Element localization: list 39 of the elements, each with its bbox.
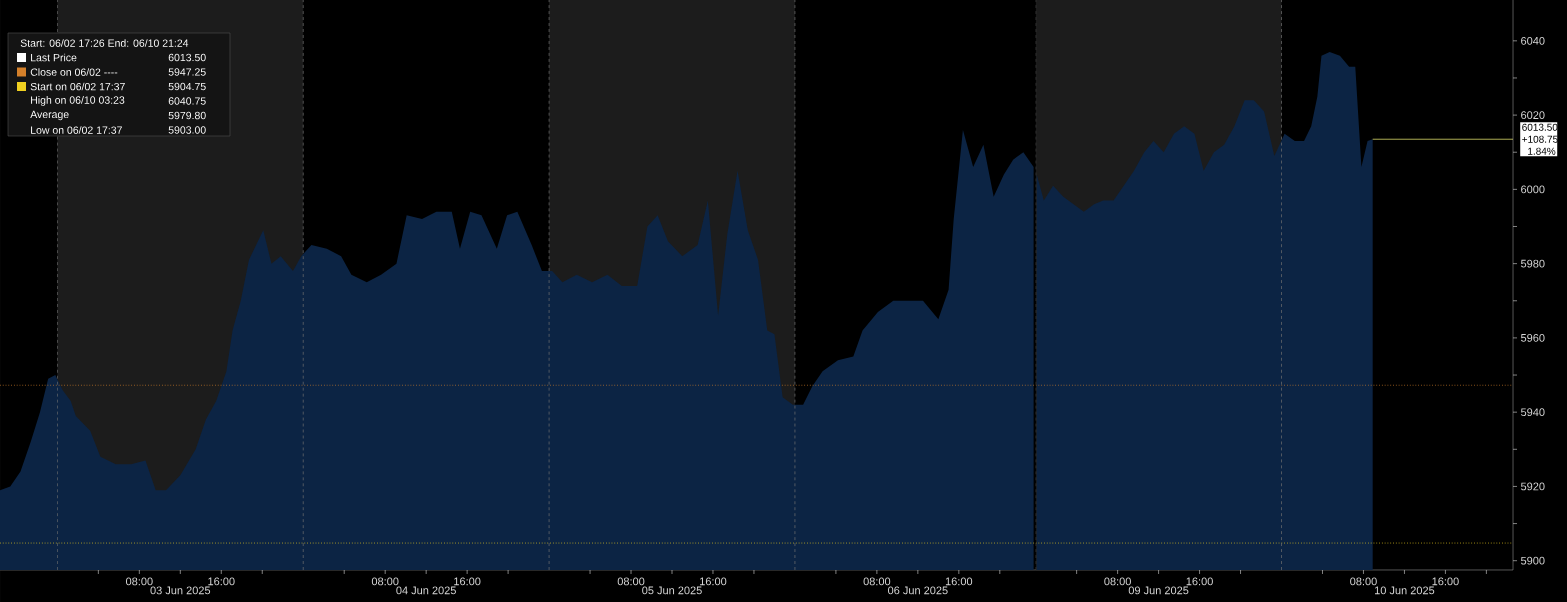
annotation: 5904.75	[168, 82, 206, 91]
x2-tick-label: 10 Jun 2025	[1375, 586, 1435, 595]
x-tick-label: 16:00	[1432, 577, 1459, 586]
annotation: High on 06/10 03:23	[31, 96, 125, 106]
x2-tick-label: 06 Jun 2025	[888, 586, 948, 595]
x2-tick-label: 03 Jun 2025	[150, 586, 211, 595]
annotation: Average	[30, 110, 69, 121]
annotation: Start: 06/02 17:26 End: 06/10 21:24	[20, 39, 189, 47]
annotation: 5903.00	[168, 126, 206, 134]
x2-tick-label: 09 Jun 2025	[1128, 586, 1189, 595]
x-tick-label: 16:00	[1186, 577, 1213, 586]
y-tick-label: 5980	[1520, 259, 1545, 268]
x-tick-label: 08:00	[1104, 577, 1131, 586]
x-tick-label: 08:00	[371, 577, 399, 586]
y-tick-label: 5940	[1520, 408, 1545, 417]
annotation: 6040.75	[168, 97, 206, 105]
x-tick-label: 16:00	[454, 577, 481, 586]
x2-tick-label: 04 Jun 2025	[396, 586, 456, 595]
annotation: 5947.25	[168, 68, 206, 76]
y-tick-label: 6000	[1521, 185, 1545, 194]
annotation: Low on 06/02 17:37	[31, 126, 122, 134]
y-tick-label: 6040	[1521, 36, 1545, 45]
y-tick-label: 6020	[1521, 111, 1545, 119]
y-tick-label: 5900	[1520, 556, 1545, 565]
annotation: Last Price	[31, 53, 77, 62]
annotation: 5979.80	[168, 111, 206, 120]
x-tick-label: 16:00	[700, 577, 727, 586]
x-tick-label: 08:00	[126, 577, 153, 586]
x-tick-label: 08:00	[1350, 577, 1377, 586]
x-tick-label: 08:00	[617, 577, 645, 586]
x-tick-label: 16:00	[208, 577, 235, 586]
annotation: 6013.50	[168, 53, 206, 62]
x2-tick-label: 05 Jun 2025	[642, 586, 702, 595]
annotation: Close on 06/02 ----	[30, 68, 118, 76]
annotation: Start on 06/02 17:37	[30, 82, 125, 91]
x-tick-label: 08:00	[863, 577, 891, 586]
x-tick-label: 16:00	[945, 577, 973, 586]
y-tick-label: 5960	[1520, 334, 1545, 342]
y-tick-label: 5920	[1520, 482, 1545, 491]
